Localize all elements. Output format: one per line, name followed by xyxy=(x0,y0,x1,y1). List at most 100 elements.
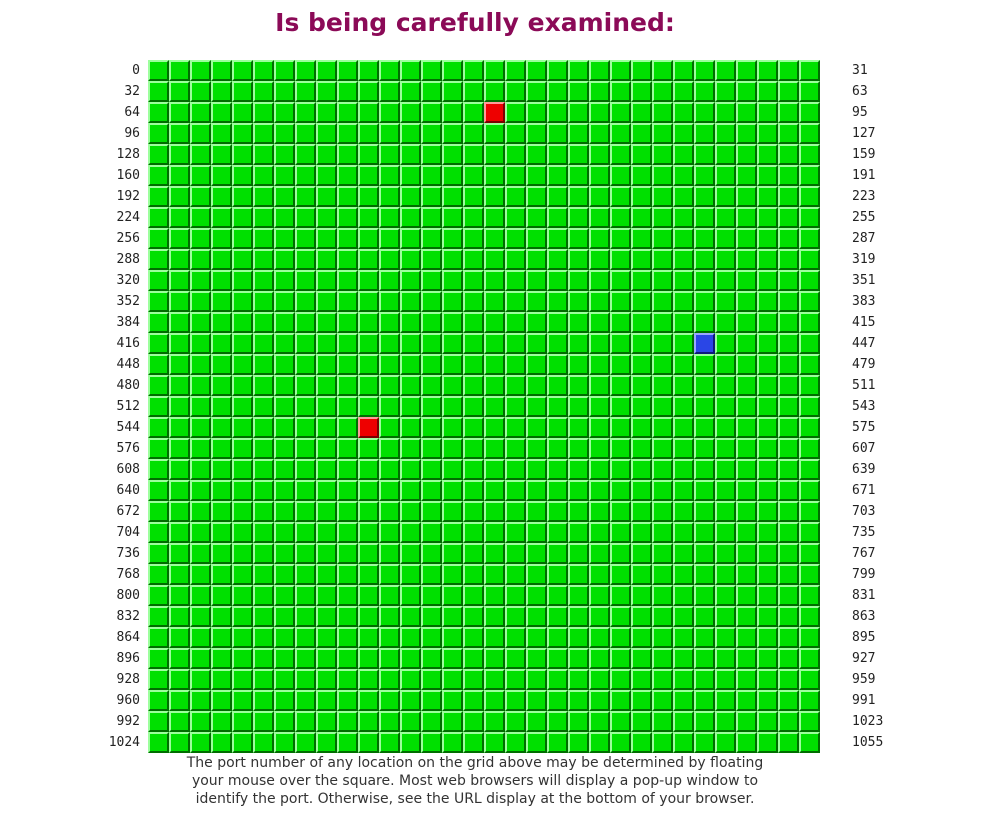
port-cell[interactable] xyxy=(463,228,484,249)
port-cell[interactable] xyxy=(547,711,568,732)
port-cell[interactable] xyxy=(400,249,421,270)
port-cell[interactable] xyxy=(505,564,526,585)
port-cell[interactable] xyxy=(484,333,505,354)
port-cell[interactable] xyxy=(568,375,589,396)
port-cell[interactable] xyxy=(253,606,274,627)
port-cell[interactable] xyxy=(547,291,568,312)
port-cell[interactable] xyxy=(736,627,757,648)
port-cell[interactable] xyxy=(316,459,337,480)
port-cell[interactable] xyxy=(799,396,820,417)
port-cell[interactable] xyxy=(484,354,505,375)
port-cell[interactable] xyxy=(568,144,589,165)
port-cell[interactable] xyxy=(337,543,358,564)
port-cell[interactable] xyxy=(253,102,274,123)
port-cell[interactable] xyxy=(631,123,652,144)
port-cell[interactable] xyxy=(694,396,715,417)
port-cell[interactable] xyxy=(211,312,232,333)
port-cell[interactable] xyxy=(484,732,505,753)
port-cell[interactable] xyxy=(274,291,295,312)
port-cell[interactable] xyxy=(253,732,274,753)
port-cell[interactable] xyxy=(169,186,190,207)
port-cell[interactable] xyxy=(757,186,778,207)
port-cell[interactable] xyxy=(610,690,631,711)
port-cell[interactable] xyxy=(652,375,673,396)
port-cell[interactable] xyxy=(379,270,400,291)
port-cell[interactable] xyxy=(778,543,799,564)
port-cell[interactable] xyxy=(736,480,757,501)
port-cell[interactable] xyxy=(463,732,484,753)
port-cell[interactable] xyxy=(337,165,358,186)
port-cell[interactable] xyxy=(421,102,442,123)
port-cell[interactable] xyxy=(316,249,337,270)
port-cell[interactable] xyxy=(463,81,484,102)
port-cell[interactable] xyxy=(421,207,442,228)
port-cell[interactable] xyxy=(463,417,484,438)
port-cell[interactable] xyxy=(190,543,211,564)
port-cell[interactable] xyxy=(400,81,421,102)
port-cell[interactable] xyxy=(232,732,253,753)
port-cell[interactable] xyxy=(400,648,421,669)
port-cell[interactable] xyxy=(589,459,610,480)
port-cell[interactable] xyxy=(379,480,400,501)
port-cell[interactable] xyxy=(274,375,295,396)
port-cell[interactable] xyxy=(400,732,421,753)
port-cell[interactable] xyxy=(190,60,211,81)
port-cell[interactable] xyxy=(547,165,568,186)
port-cell[interactable] xyxy=(736,186,757,207)
port-cell[interactable] xyxy=(421,333,442,354)
port-cell[interactable] xyxy=(274,648,295,669)
port-cell[interactable] xyxy=(715,123,736,144)
port-cell[interactable] xyxy=(211,60,232,81)
port-cell[interactable] xyxy=(337,249,358,270)
port-cell[interactable] xyxy=(568,312,589,333)
port-cell[interactable] xyxy=(295,165,316,186)
port-cell[interactable] xyxy=(148,690,169,711)
port-cell[interactable] xyxy=(190,228,211,249)
port-cell[interactable] xyxy=(463,459,484,480)
port-cell[interactable] xyxy=(631,228,652,249)
port-cell[interactable] xyxy=(253,375,274,396)
port-cell[interactable] xyxy=(253,543,274,564)
port-cell[interactable] xyxy=(610,144,631,165)
port-cell[interactable] xyxy=(652,60,673,81)
port-cell[interactable] xyxy=(295,81,316,102)
port-cell[interactable] xyxy=(778,375,799,396)
port-cell[interactable] xyxy=(568,207,589,228)
port-cell[interactable] xyxy=(463,102,484,123)
port-cell[interactable] xyxy=(274,81,295,102)
port-cell[interactable] xyxy=(505,396,526,417)
port-cell[interactable] xyxy=(547,186,568,207)
port-cell[interactable] xyxy=(694,459,715,480)
port-cell[interactable] xyxy=(295,606,316,627)
port-cell[interactable] xyxy=(589,249,610,270)
port-cell[interactable] xyxy=(379,669,400,690)
port-cell[interactable] xyxy=(547,564,568,585)
port-cell[interactable] xyxy=(736,711,757,732)
port-cell[interactable] xyxy=(505,165,526,186)
port-cell[interactable] xyxy=(526,249,547,270)
port-cell[interactable] xyxy=(400,585,421,606)
port-cell[interactable] xyxy=(694,732,715,753)
port-cell[interactable] xyxy=(211,417,232,438)
port-cell[interactable] xyxy=(232,249,253,270)
port-cell[interactable] xyxy=(274,543,295,564)
port-cell[interactable] xyxy=(505,543,526,564)
port-cell[interactable] xyxy=(652,81,673,102)
port-cell[interactable] xyxy=(715,711,736,732)
port-cell[interactable] xyxy=(610,228,631,249)
port-cell[interactable] xyxy=(589,690,610,711)
port-cell[interactable] xyxy=(316,396,337,417)
port-cell[interactable] xyxy=(673,312,694,333)
port-cell[interactable] xyxy=(652,312,673,333)
port-cell[interactable] xyxy=(652,669,673,690)
port-cell[interactable] xyxy=(547,459,568,480)
port-cell[interactable] xyxy=(715,270,736,291)
port-cell[interactable] xyxy=(442,480,463,501)
port-cell[interactable] xyxy=(148,123,169,144)
port-cell[interactable] xyxy=(736,60,757,81)
port-cell[interactable] xyxy=(736,459,757,480)
port-cell[interactable] xyxy=(463,375,484,396)
port-cell[interactable] xyxy=(799,354,820,375)
port-cell[interactable] xyxy=(274,354,295,375)
port-cell[interactable] xyxy=(736,438,757,459)
